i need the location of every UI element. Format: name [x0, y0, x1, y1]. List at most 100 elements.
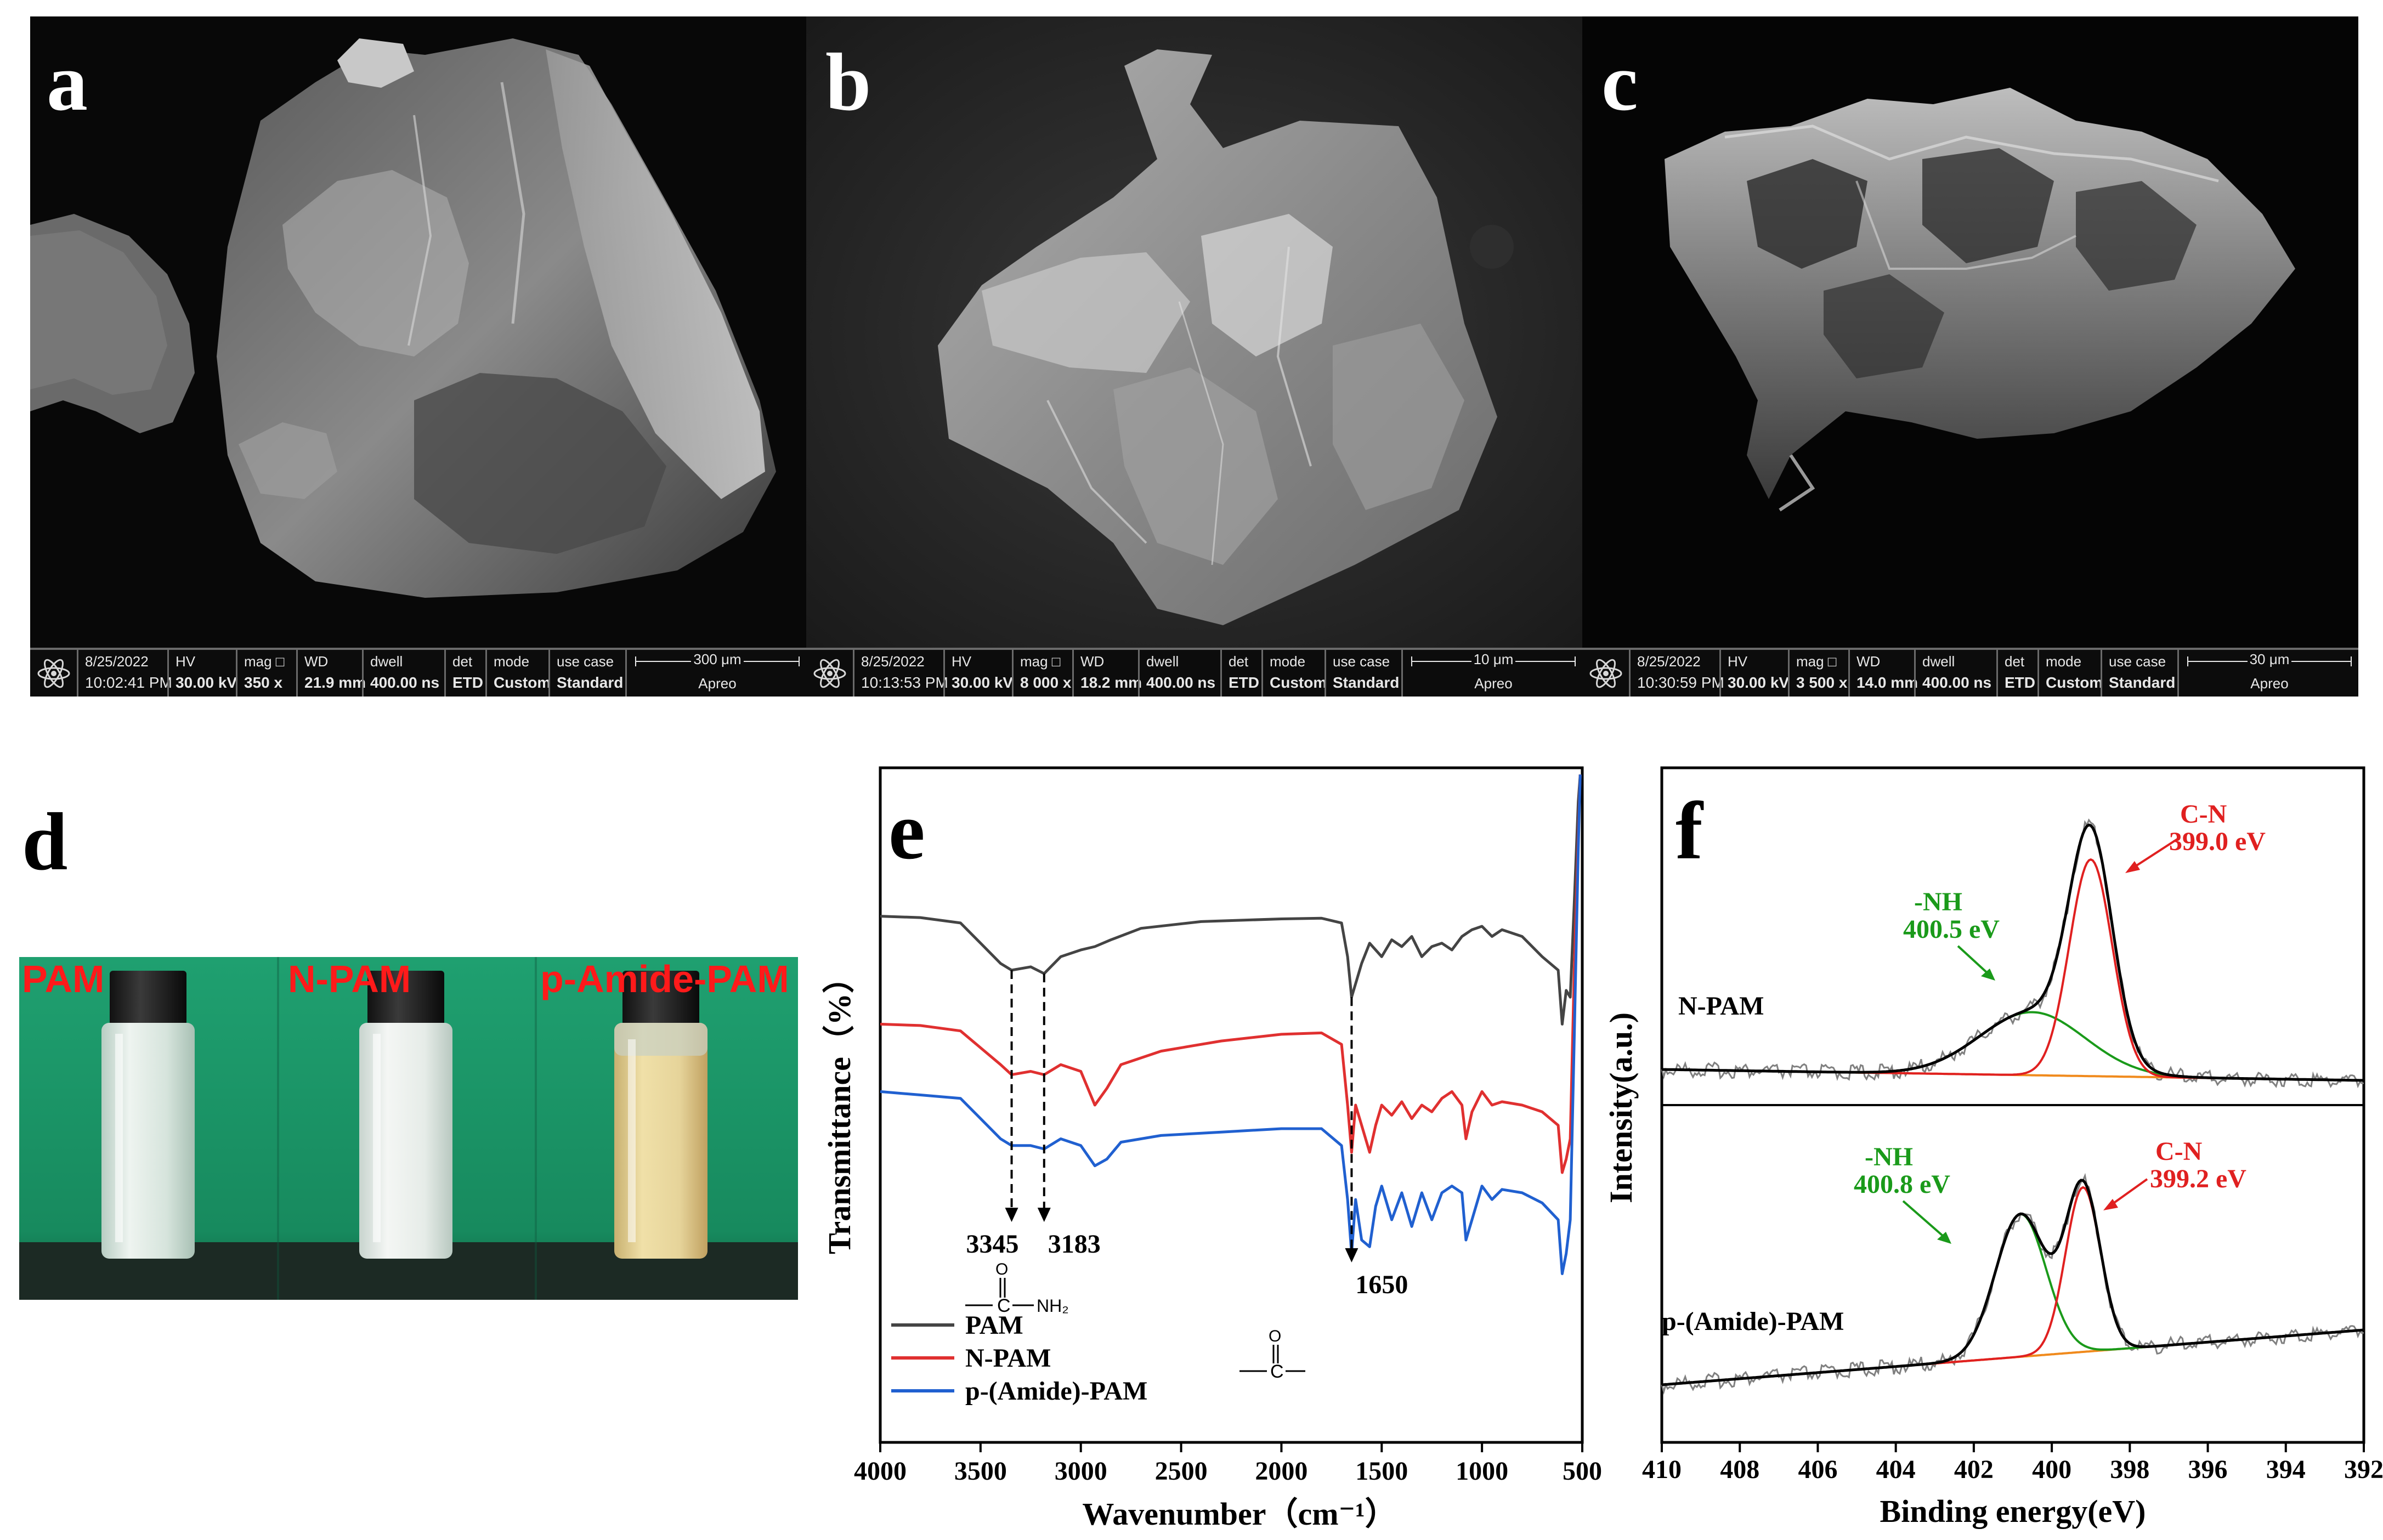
sem-panel-a: 8/25/2022 10:02:41 PM HV 30.00 kV mag □ … — [30, 16, 806, 697]
xps-arrow-nh-2 — [1902, 1200, 1948, 1241]
carbonyl-o-label: O — [1269, 1327, 1281, 1345]
db-hv: 30.00 kV — [952, 674, 1014, 691]
db-det-label: det — [2005, 653, 2025, 670]
sem-databar-c: 8/25/2022 10:30:59 PM HV 30.00 kV mag □ … — [1582, 648, 2358, 697]
db-usecase-label: use case — [557, 653, 614, 670]
xps-x-tick-label: 406 — [1798, 1455, 1837, 1484]
db-mode: Custom — [2046, 674, 2103, 691]
db-mag: 8 000 x — [1020, 674, 1072, 691]
db-mode-cell: mode Custom — [1261, 650, 1327, 697]
db-brand: Apreo — [698, 675, 737, 692]
xps-peak-cn-value-2: 399.2 eV — [2150, 1164, 2246, 1193]
db-mode-label: mode — [494, 653, 530, 670]
db-usecase: Standard — [1333, 674, 1400, 691]
ftir-x-tick-label: 4000 — [854, 1457, 907, 1486]
sem-databar-a: 8/25/2022 10:02:41 PM HV 30.00 kV mag □ … — [30, 648, 806, 697]
ftir-x-tick-label: 3000 — [1055, 1457, 1107, 1486]
db-scale-value: 300 μm — [691, 651, 744, 667]
db-mag-cell: mag □ 8 000 x — [1012, 650, 1074, 697]
ftir-x-tick-label: 500 — [1563, 1457, 1602, 1486]
db-usecase-cell: use case Standard — [1324, 650, 1403, 697]
db-mode: Custom — [494, 674, 551, 691]
db-mode-cell: mode Custom — [485, 650, 551, 697]
xps-peak-nh-label-2: -NH — [1865, 1142, 1913, 1171]
xps-x-tick-label: 400 — [2032, 1455, 2071, 1484]
sem-panel-c: 8/25/2022 10:30:59 PM HV 30.00 kV mag □ … — [1582, 16, 2358, 697]
ftir-series-line-0 — [880, 774, 1582, 1026]
ftir-annotation-arrow — [1005, 1208, 1018, 1222]
db-hv: 30.00 kV — [176, 674, 237, 691]
atom-logo-icon — [37, 659, 70, 688]
xps-x-tick-label: 410 — [1642, 1455, 1682, 1484]
db-time: 10:02:41 PM — [85, 674, 172, 691]
xps-x-tick-label: 408 — [1720, 1455, 1759, 1484]
db-usecase: Standard — [2109, 674, 2176, 691]
xps-x-tick-label: 396 — [2188, 1455, 2228, 1484]
ftir-x-tick-label: 3500 — [954, 1457, 1007, 1486]
atom-logo-icon — [813, 659, 846, 688]
vial-p-amide-pam — [614, 971, 707, 1259]
db-scale-cell: 10 μm Apreo — [1401, 650, 1582, 697]
vial-n-pam — [359, 971, 452, 1259]
db-mode: Custom — [1270, 674, 1327, 691]
sem-image-c — [1582, 16, 2358, 650]
ftir-annotations: 3345 3183 1650 — [966, 970, 1408, 1299]
db-mag: 350 x — [244, 674, 283, 691]
db-mag-cell: mag □ 350 x — [236, 650, 298, 697]
db-dwell-label: dwell — [1922, 653, 1955, 670]
ftir-y-axis-title: Transmittance（%） — [822, 961, 857, 1254]
db-date: 8/25/2022 — [861, 653, 925, 670]
ftir-annotation-arrow — [1037, 1208, 1051, 1222]
db-usecase-cell: use case Standard — [548, 650, 627, 697]
db-dwell: 400.00 ns — [370, 674, 440, 691]
xps-x-tick-label: 404 — [1876, 1455, 1916, 1484]
db-wd-label: WD — [304, 653, 329, 670]
vial-label-n-pam: N-PAM — [288, 958, 411, 1000]
ftir-x-ticks: 4000 3500 3000 2500 2000 1500 1000 500 — [854, 1442, 1602, 1486]
xps-peak-nh-value-2: 400.8 eV — [1854, 1170, 1950, 1199]
db-mode-cell: mode Custom — [2037, 650, 2103, 697]
ftir-series — [880, 774, 1582, 1275]
db-usecase-cell: use case Standard — [2101, 650, 2179, 697]
ftir-plot-frame — [879, 766, 1584, 1444]
xps-x-tick-label: 398 — [2110, 1455, 2149, 1484]
db-det-cell: det ETD — [444, 650, 487, 697]
db-det-label: det — [1229, 653, 1249, 670]
vial-label-p-amide-pam: p-Amide-PAM — [540, 958, 789, 1000]
xps-x-tick-label: 392 — [2344, 1455, 2383, 1484]
db-scale-value: 10 μm — [1471, 651, 1516, 667]
vial-label-pam: PAM — [22, 958, 105, 1000]
db-hv-label: HV — [1728, 653, 1748, 670]
db-dwell: 400.00 ns — [1922, 674, 1992, 691]
structure-nh2-label: NH₂ — [1037, 1296, 1069, 1316]
db-wd-label: WD — [1080, 653, 1105, 670]
xps-y-axis-title: Intensity(a.u.) — [1607, 1012, 1639, 1203]
db-hv: 30.00 kV — [1728, 674, 1790, 691]
xps-arrow-cn-2 — [2108, 1178, 2148, 1208]
db-mag-label: mag □ — [1020, 653, 1061, 670]
sem-panel-b: 8/25/2022 10:13:53 PM HV 30.00 kV mag □ … — [806, 16, 1582, 697]
xps-peak-cn-label-2: C-N — [2155, 1137, 2203, 1166]
legend-n-pam: N-PAM — [965, 1344, 1051, 1373]
panel-label-b: b — [825, 37, 871, 128]
db-scale-cell: 30 μm Apreo — [2177, 650, 2358, 697]
db-scale-value: 30 μm — [2247, 651, 2292, 667]
db-dwell: 400.00 ns — [1146, 674, 1216, 691]
db-wd: 18.2 mm — [1080, 674, 1142, 691]
db-wd-label: WD — [1856, 653, 1881, 670]
structure-c-label: C — [997, 1295, 1011, 1316]
db-dwell-cell: dwell 400.00 ns — [1914, 650, 1998, 697]
xps-arrow-nh-1 — [1957, 945, 1992, 977]
db-brand: Apreo — [2250, 675, 2289, 692]
sem-image-b — [806, 16, 1582, 650]
db-hv-cell: HV 30.00 kV — [1719, 650, 1790, 697]
xps-raw-curve-1 — [1661, 1173, 2364, 1395]
db-wd-cell: WD 18.2 mm — [1072, 650, 1142, 697]
db-date-cell: 8/25/2022 10:13:53 PM — [853, 650, 948, 697]
xps-peak-nh-value-1: 400.5 eV — [1903, 915, 2000, 944]
xps-subplot-label-p-amide-pam: p-(Amide)-PAM — [1662, 1307, 1844, 1336]
ftir-annotation-label: 1650 — [1355, 1270, 1408, 1299]
ftir-chart: 4000 3500 3000 2500 2000 1500 1000 500 3345 3183… — [822, 766, 1602, 1532]
db-usecase: Standard — [557, 674, 624, 691]
xps-peak-cn-label-1: C-N — [2180, 800, 2227, 829]
